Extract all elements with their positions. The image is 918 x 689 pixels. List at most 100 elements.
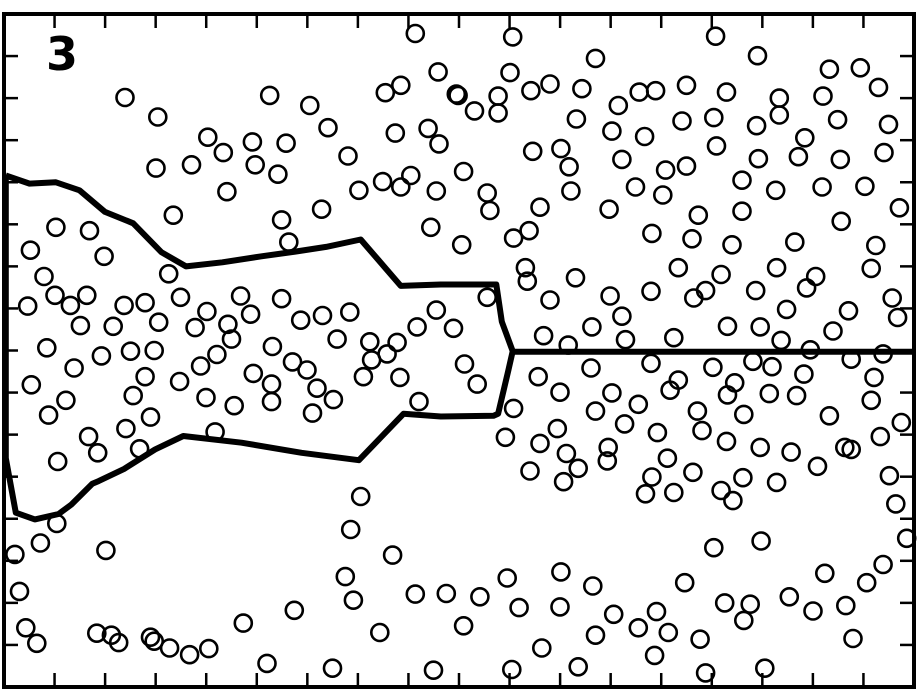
- data-point: [30, 533, 51, 553]
- data-point: [405, 584, 426, 604]
- data-point: [503, 228, 524, 248]
- data-point: [597, 451, 618, 471]
- data-point: [568, 458, 589, 479]
- data-point: [612, 306, 632, 327]
- data-point: [805, 266, 826, 287]
- data-point: [830, 149, 851, 170]
- data-point: [598, 437, 619, 458]
- data-point: [740, 594, 761, 615]
- data-point: [372, 171, 393, 192]
- data-point: [495, 427, 516, 448]
- data-point: [123, 385, 143, 406]
- data-point: [658, 622, 679, 643]
- data-point: [387, 332, 407, 353]
- data-point: [812, 177, 832, 197]
- data-point: [796, 278, 817, 298]
- data-point: [135, 292, 155, 313]
- data-point: [771, 330, 791, 351]
- data-point: [307, 378, 327, 399]
- data-point: [181, 155, 202, 175]
- data-point: [559, 157, 579, 177]
- data-point: [311, 199, 332, 219]
- data-point: [856, 572, 877, 593]
- data-point: [338, 146, 358, 166]
- data-point: [645, 80, 666, 101]
- data-point: [9, 581, 30, 602]
- data-point: [528, 366, 549, 387]
- data-point: [423, 660, 444, 681]
- data-point: [36, 337, 57, 358]
- data-point: [302, 403, 323, 423]
- data-point: [38, 405, 59, 425]
- data-point: [520, 461, 540, 481]
- data-point: [322, 658, 343, 679]
- data-point: [724, 372, 745, 393]
- data-point: [144, 340, 164, 361]
- data-point: [70, 315, 91, 336]
- data-point: [477, 183, 498, 203]
- data-point: [644, 645, 665, 666]
- data-point: [21, 374, 42, 395]
- data-point: [831, 211, 852, 232]
- data-point: [732, 201, 752, 221]
- data-point: [565, 267, 586, 288]
- data-point: [15, 617, 36, 638]
- data-point: [170, 287, 191, 308]
- data-point: [196, 387, 216, 408]
- data-point: [77, 285, 97, 306]
- data-point: [64, 358, 84, 378]
- data-point: [827, 109, 848, 130]
- data-point: [509, 597, 529, 618]
- data-point: [855, 176, 875, 197]
- plot-frame: [2, 12, 916, 689]
- data-point: [467, 374, 488, 394]
- data-point: [262, 336, 283, 357]
- data-point: [257, 653, 277, 674]
- data-point: [641, 281, 661, 302]
- data-point: [218, 314, 238, 335]
- data-point: [663, 327, 684, 348]
- data-point: [94, 246, 114, 267]
- data-point: [861, 258, 882, 279]
- data-point: [676, 75, 697, 96]
- data-point: [148, 312, 169, 333]
- data-point: [585, 401, 606, 421]
- data-point: [148, 107, 168, 127]
- data-point: [784, 232, 805, 252]
- data-point: [655, 160, 676, 180]
- data-point: [278, 232, 299, 252]
- data-point: [652, 185, 673, 205]
- data-point: [540, 74, 560, 94]
- data-point: [647, 422, 668, 443]
- data-point: [503, 398, 524, 419]
- data-point: [781, 442, 801, 462]
- data-point: [765, 180, 786, 201]
- data-point: [814, 563, 835, 584]
- data-point: [451, 235, 472, 255]
- data-point: [146, 158, 166, 178]
- data-point: [349, 180, 369, 201]
- data-point: [369, 622, 390, 643]
- data-point: [716, 82, 737, 102]
- data-point: [561, 181, 581, 201]
- data-point: [480, 200, 500, 221]
- data-point: [198, 127, 218, 147]
- data-point: [217, 181, 237, 202]
- data-point: [861, 390, 882, 411]
- data-point: [688, 205, 709, 225]
- data-point: [879, 465, 900, 486]
- data-point: [327, 329, 347, 349]
- data-point: [114, 295, 134, 316]
- data-point: [531, 638, 552, 658]
- data-point: [213, 142, 234, 163]
- data-point: [706, 136, 727, 156]
- data-point: [530, 197, 550, 217]
- data-point: [794, 364, 814, 384]
- data-point: [566, 109, 587, 129]
- data-point: [429, 134, 449, 154]
- data-point: [120, 341, 141, 362]
- data-point: [116, 418, 136, 439]
- data-point: [551, 562, 571, 582]
- data-point: [769, 105, 790, 125]
- data-point: [803, 601, 823, 621]
